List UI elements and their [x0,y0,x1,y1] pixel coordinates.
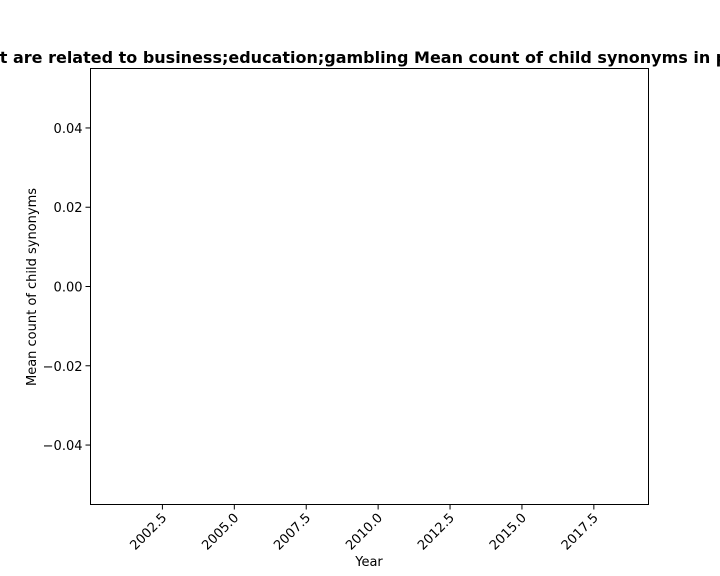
y-tick-label: −0.04 [43,439,83,454]
y-tick-label: 0.04 [54,122,83,137]
y-tick-label: −0.02 [43,360,83,375]
x-tick-label: 2005.0 [199,511,242,554]
y-axis-label: Mean count of child synonyms [25,188,40,386]
x-tick-label: 2002.5 [127,511,170,554]
x-tick-label: 2010.0 [343,511,386,554]
x-tick-label: 2015.0 [487,511,530,554]
chart-title: Websites that are related to business;ed… [0,48,720,67]
y-tick-label: 0.00 [54,281,83,296]
x-axis-label: Year [354,555,383,570]
x-tick-label: 2007.5 [271,511,314,554]
x-tick-label: 2012.5 [415,511,458,554]
y-axis-ticks: −0.04 −0.02 0.00 0.02 0.04 [43,122,91,454]
plot-area [90,68,649,505]
x-tick-label: 2017.5 [559,511,602,554]
y-tick-label: 0.02 [54,201,83,216]
x-axis-ticks: 2002.5 2005.0 2007.5 2010.0 2012.5 2015.0 2017… [127,504,602,554]
